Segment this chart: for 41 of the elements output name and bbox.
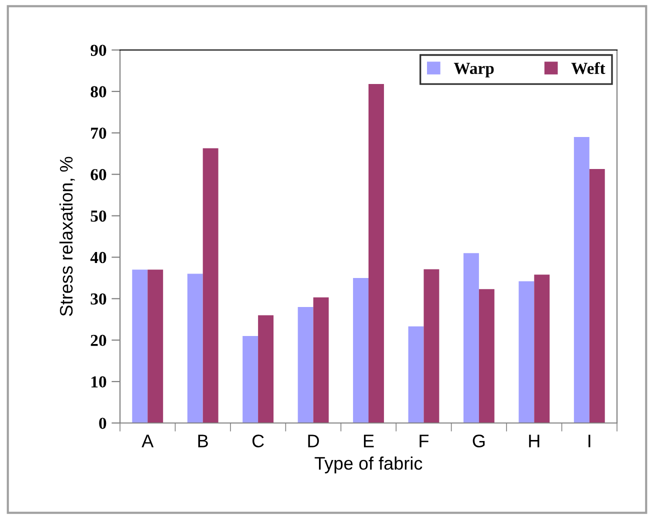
x-tick-label: A xyxy=(142,434,154,448)
y-tick-label: 50 xyxy=(90,210,106,222)
bar xyxy=(313,297,329,423)
bar xyxy=(202,148,218,423)
y-tick-label: 60 xyxy=(90,169,106,180)
bar xyxy=(132,270,148,423)
bar xyxy=(574,137,590,423)
bar xyxy=(148,270,164,423)
y-tick-label: 90 xyxy=(90,44,106,56)
bar xyxy=(408,326,424,423)
x-tick-label: C xyxy=(252,434,264,448)
x-tick-label: G xyxy=(472,434,485,448)
bar xyxy=(424,269,440,423)
y-tick-label: 0 xyxy=(99,418,106,429)
y-tick-label: 30 xyxy=(90,293,106,305)
x-tick-label: I xyxy=(588,434,590,448)
bar xyxy=(368,84,384,423)
bar xyxy=(478,289,494,423)
bar xyxy=(534,274,550,423)
x-tick-label: D xyxy=(308,434,319,448)
bar xyxy=(258,315,274,423)
bar xyxy=(298,306,314,423)
x-tick-label: H xyxy=(529,434,540,448)
legend-label: Weft xyxy=(571,62,606,74)
x-tick-label: F xyxy=(420,434,429,448)
bar xyxy=(187,274,203,423)
bar xyxy=(242,336,258,423)
x-tick-label: E xyxy=(364,434,374,448)
bar xyxy=(518,281,534,423)
y-tick-label: 40 xyxy=(90,252,106,264)
y-tick-label: 70 xyxy=(91,128,106,139)
y-tick-label: 10 xyxy=(91,376,106,388)
x-axis-title: Type of fabric xyxy=(314,456,422,474)
legend-label: Warp xyxy=(454,62,494,78)
bar xyxy=(353,278,368,423)
y-tick-label: 80 xyxy=(90,86,106,98)
y-axis-title: Stress relaxation, % xyxy=(59,156,75,316)
bar xyxy=(589,168,605,423)
y-tick-label: 20 xyxy=(90,334,106,346)
x-tick-label: B xyxy=(198,434,208,448)
bar xyxy=(463,253,479,423)
